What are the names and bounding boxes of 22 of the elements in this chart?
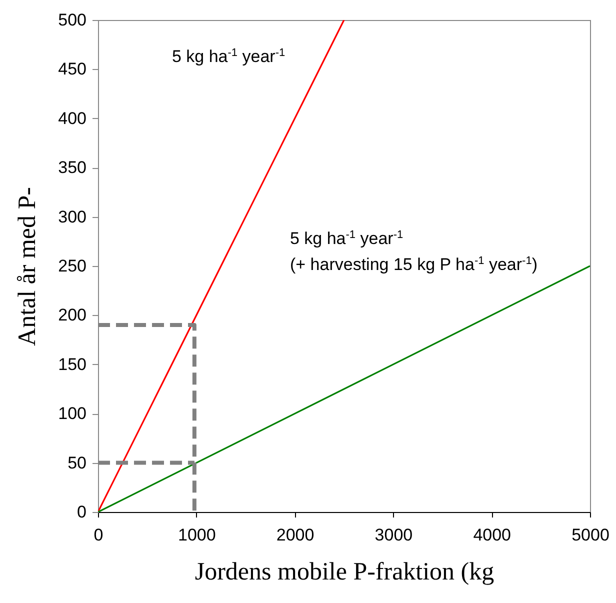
x-tick-label: 1000	[178, 526, 216, 544]
y-axis-title: Antal år med P-	[14, 187, 42, 346]
annotation: (+ harvesting 15 kg P ha$^{-1}$ year$^{-1}$)	[290, 255, 538, 274]
x-tick-label: 5000	[572, 526, 610, 544]
x-tick-label: 0	[94, 526, 104, 544]
x-tick-label: 3000	[374, 526, 413, 544]
x-tick-label: 2000	[276, 526, 314, 544]
y-tick-label: 500	[58, 10, 86, 30]
y-tick-label: 250	[58, 256, 86, 276]
y-tick-label: 0	[77, 502, 86, 522]
x-axis-title: Jordens mobile P-fraktion (kg	[194, 558, 495, 586]
x-tick-label: 4000	[473, 526, 512, 544]
y-tick-label: 100	[58, 404, 86, 424]
y-tick-label: 400	[58, 108, 86, 128]
y-tick-label: 200	[58, 306, 86, 325]
y-tick-label: 150	[58, 354, 86, 374]
annotation: 5 kg ha$^{-1}$ year$^{-1}$	[290, 229, 404, 248]
y-tick-label: 350	[58, 158, 86, 178]
y-tick-label: 50	[68, 453, 86, 472]
y-tick-label: 300	[58, 207, 86, 226]
y-tick-label: 450	[58, 60, 86, 79]
annotation: 5 kg ha$^{-1}$ year$^{-1}$	[172, 47, 286, 66]
